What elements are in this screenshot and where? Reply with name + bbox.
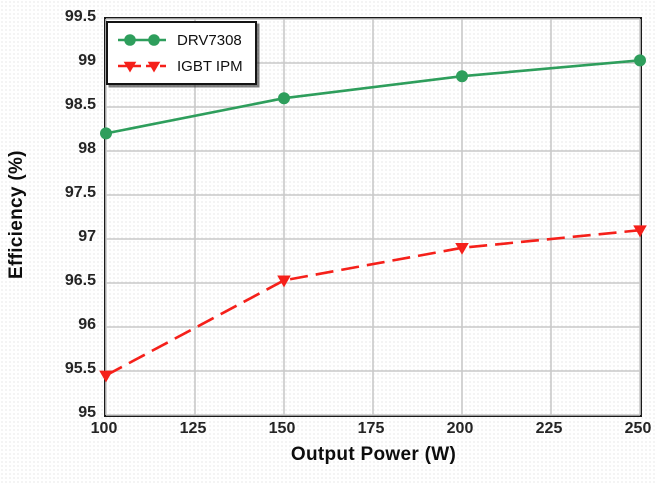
legend: DRV7308 IGBT IPM: [106, 21, 257, 85]
plot-area: DRV7308 IGBT IPM: [99, 17, 647, 417]
legend-dashed-line-triangle-marker-icon: [118, 61, 166, 73]
series-igbt-ipm: [99, 225, 647, 383]
x-tick-label: 150: [268, 420, 296, 437]
plot-svg: [99, 18, 647, 416]
x-tick-label: 175: [357, 420, 385, 437]
legend-item-drv7308: DRV7308: [116, 28, 243, 52]
x-tick-label: 250: [624, 420, 652, 437]
x-tick-label: 100: [90, 420, 118, 437]
x-tick-label: 125: [179, 420, 207, 437]
legend-label-drv7308: DRV7308: [177, 31, 242, 49]
gridlines: [105, 18, 641, 416]
x-axis-title: Output Power (W): [290, 444, 457, 465]
legend-item-igbt-ipm: IGBT IPM: [116, 54, 243, 78]
legend-line-circle-marker-icon: [118, 34, 166, 46]
x-tick-label: 225: [535, 420, 563, 437]
legend-label-igbt-ipm: IGBT IPM: [177, 57, 243, 75]
series-drv7308: [100, 54, 646, 140]
x-tick-label: 200: [446, 420, 474, 437]
y-axis-title: Efficiency (%): [6, 150, 27, 280]
